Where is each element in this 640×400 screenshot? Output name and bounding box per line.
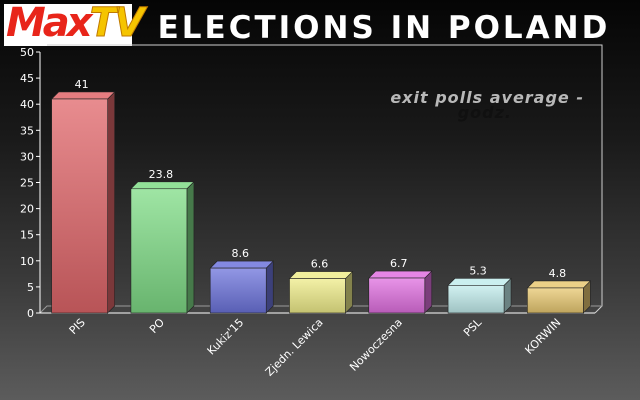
y-tick-label: 10	[20, 255, 34, 268]
y-tick-label: 30	[20, 150, 34, 163]
bar-top	[526, 280, 592, 289]
bar-front	[51, 98, 108, 314]
subtitle-line-2: godz.	[457, 103, 512, 122]
bar	[447, 277, 512, 314]
bar	[288, 270, 354, 314]
y-tick-label: 25	[20, 177, 34, 190]
bar-value-label: 6.6	[311, 258, 329, 271]
bar-front	[209, 267, 267, 314]
bar-top	[447, 278, 512, 286]
subtitle-line-1: exit polls average -	[390, 88, 584, 107]
chart-subtitle: exit polls average - godz.	[360, 88, 584, 122]
bar	[50, 91, 116, 314]
bar-top	[368, 270, 433, 279]
bar-front	[527, 287, 584, 314]
bar-top	[209, 260, 274, 269]
logo-max-text: Max	[6, 0, 93, 46]
category-label: Kukiz'15	[205, 316, 247, 358]
bar-top	[50, 91, 116, 100]
bar-value-label: 23.8	[149, 168, 174, 181]
chart-title: ELECTIONS IN POLAND	[157, 10, 611, 46]
bar-value-label: 5.3	[469, 264, 487, 277]
y-tick-label: 40	[20, 98, 34, 111]
bar-top	[130, 181, 195, 190]
bar	[209, 260, 274, 314]
bar-front	[130, 188, 188, 314]
bar-side	[186, 181, 195, 314]
bar-front	[447, 285, 505, 314]
y-tick-label: 50	[20, 46, 34, 59]
y-tick-label: 5	[27, 281, 34, 294]
bar	[526, 280, 592, 314]
bar-front	[368, 277, 426, 314]
y-tick-label: 20	[20, 203, 34, 216]
bar-value-label: 4.8	[549, 267, 567, 280]
bar-side	[265, 260, 274, 314]
category-label: PIS	[67, 316, 88, 337]
bar-value-label: 8.6	[231, 247, 249, 260]
y-tick-label: 15	[20, 229, 34, 242]
maxtv-logo: MaxTV	[4, 0, 145, 47]
bar-value-label: 41	[75, 78, 89, 91]
category-label: Zjedn. Lewica	[263, 316, 326, 379]
bar-front	[289, 278, 346, 314]
logo-tv-text: TV	[89, 0, 145, 47]
bar-value-label: 6.7	[390, 257, 408, 270]
y-tick-label: 35	[20, 124, 34, 137]
bar	[130, 181, 195, 314]
category-label: Nowoczesna	[347, 316, 405, 374]
bar	[368, 270, 433, 314]
y-tick-label: 0	[27, 307, 34, 320]
category-label: PSL	[461, 315, 485, 339]
bar-top	[288, 271, 354, 279]
y-tick-label: 45	[20, 72, 34, 85]
category-label: PO	[147, 316, 167, 336]
category-label: KORWIN	[523, 316, 564, 357]
bar-side	[107, 91, 115, 314]
plot-frame	[47, 44, 603, 314]
